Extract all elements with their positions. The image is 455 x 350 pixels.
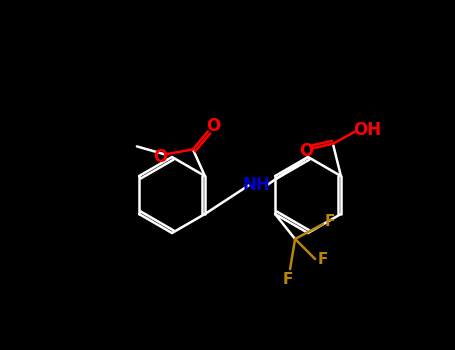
Text: F: F xyxy=(318,252,328,266)
Text: F: F xyxy=(283,272,293,287)
Text: OH: OH xyxy=(353,121,381,139)
Text: O: O xyxy=(299,142,313,160)
Text: F: F xyxy=(325,215,335,230)
Text: O: O xyxy=(206,117,220,135)
Text: O: O xyxy=(153,148,167,166)
Text: NH: NH xyxy=(243,176,270,195)
